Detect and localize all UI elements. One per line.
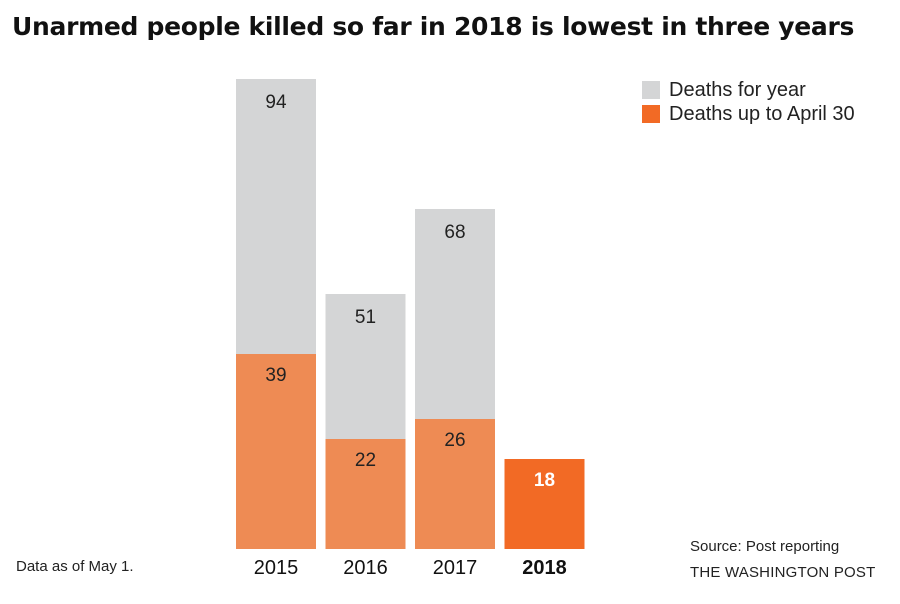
data-note: Data as of May 1. [16,558,134,575]
x-tick-label-2017: 2017 [433,557,478,579]
legend: Deaths for year Deaths up to April 30 [642,78,855,126]
legend-label-total: Deaths for year [669,78,806,101]
bar-partial-2018 [504,459,585,549]
publisher-credit: THE WASHINGTON POST [690,564,876,581]
legend-item-partial: Deaths up to April 30 [642,102,855,126]
x-tick-label-2016: 2016 [343,557,388,579]
legend-item-total: Deaths for year [642,78,855,102]
legend-swatch-partial [642,105,660,123]
bar-partial-2015 [236,354,316,549]
source-line: Source: Post reporting [690,538,840,555]
data-label-total-2015: 94 [265,92,287,113]
x-tick-label-2015: 2015 [254,557,299,579]
data-label-partial-2015: 39 [265,365,286,386]
x-tick-label-2018: 2018 [522,557,567,579]
chart-title: Unarmed people killed so far in 2018 is … [12,12,855,41]
data-label-partial-2017: 26 [444,430,465,451]
bar-partial-2016 [325,439,406,549]
data-label-total-2017: 68 [444,222,465,243]
data-label-partial-2018: 18 [534,470,555,491]
data-label-total-2016: 51 [355,307,376,328]
legend-label-partial: Deaths up to April 30 [669,102,855,125]
bar-partial-2017 [415,419,495,549]
data-label-partial-2016: 22 [355,450,376,471]
legend-swatch-total [642,81,660,99]
